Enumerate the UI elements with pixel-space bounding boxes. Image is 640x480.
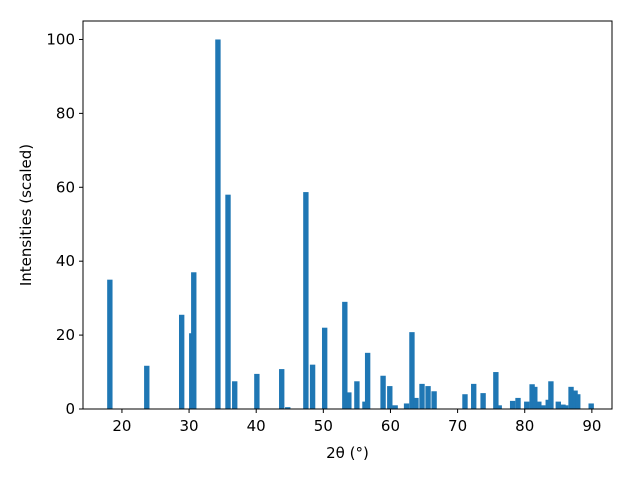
y-tick-label: 60	[56, 178, 75, 196]
bar	[392, 405, 398, 409]
x-axis-label: 2θ (°)	[326, 444, 369, 462]
bar	[425, 386, 431, 409]
bar	[431, 391, 437, 409]
bar	[279, 369, 285, 409]
x-tick-label: 60	[381, 417, 400, 435]
y-tick-label: 0	[65, 400, 75, 418]
bar	[509, 400, 516, 409]
y-tick-label: 20	[56, 326, 75, 344]
x-tick-label: 90	[582, 417, 601, 435]
bar	[524, 401, 530, 409]
y-axis-label: Intensities (scaled)	[17, 144, 35, 286]
bar	[575, 394, 581, 409]
x-tick-label: 80	[515, 417, 534, 435]
y-tick-label: 40	[56, 252, 75, 270]
bar	[191, 272, 197, 409]
bar	[380, 375, 386, 409]
bar	[254, 373, 260, 409]
bar	[471, 383, 477, 409]
bar	[346, 392, 352, 409]
bar	[548, 381, 554, 409]
bar	[403, 403, 410, 409]
bar	[409, 332, 415, 409]
x-tick-label: 20	[112, 417, 131, 435]
bar	[321, 327, 328, 409]
bar	[480, 393, 486, 409]
bar	[588, 403, 594, 409]
bar	[178, 314, 185, 409]
plot-frame	[82, 20, 613, 410]
bar	[354, 381, 360, 409]
bar	[515, 397, 521, 409]
bar	[540, 405, 546, 409]
bar	[562, 405, 569, 409]
bar	[364, 352, 371, 409]
x-tick-label: 40	[247, 417, 266, 435]
bar	[536, 401, 542, 409]
x-tick-label: 30	[180, 417, 199, 435]
bar	[496, 405, 502, 409]
bar	[568, 386, 574, 409]
bar	[309, 364, 316, 409]
bar	[225, 194, 231, 409]
bar	[303, 192, 309, 409]
bar	[232, 381, 238, 409]
bar	[493, 372, 499, 409]
bar	[387, 386, 393, 409]
bar	[215, 39, 221, 409]
bar	[107, 279, 113, 409]
x-tick-label: 70	[448, 417, 467, 435]
x-tick-label: 50	[314, 417, 333, 435]
bar	[413, 397, 419, 409]
bar	[342, 301, 348, 409]
y-tick-label: 100	[46, 30, 75, 48]
bar	[462, 394, 468, 409]
bar	[555, 401, 561, 409]
bar	[532, 386, 538, 409]
y-tick-label: 80	[56, 104, 75, 122]
bar	[285, 407, 291, 409]
bar	[144, 365, 150, 409]
bar	[419, 383, 425, 409]
